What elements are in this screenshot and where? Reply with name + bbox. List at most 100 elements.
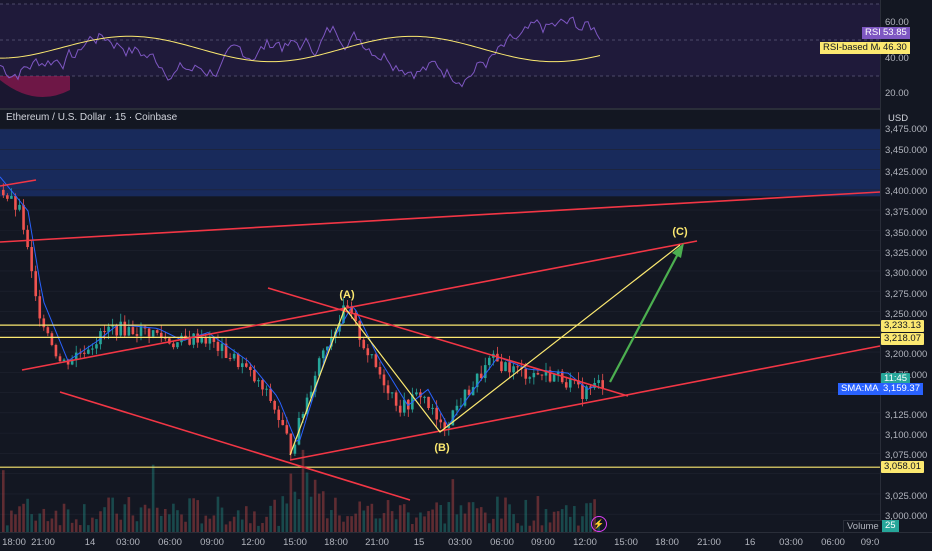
candle-body (265, 388, 268, 390)
volume-bar (321, 491, 325, 532)
bar-countdown: 11:45 (881, 373, 911, 385)
volume-bar (188, 498, 191, 532)
volume-bar (62, 503, 66, 532)
price-tick: 3,450.000 (885, 145, 928, 156)
volume-bar (261, 523, 264, 532)
candle-body (103, 331, 106, 333)
volume-bar (30, 514, 33, 532)
volume-bar (463, 513, 467, 532)
volume-bar (504, 497, 507, 532)
volume-bar (358, 501, 361, 532)
currency-label[interactable]: USD (888, 113, 909, 124)
candle-body (552, 374, 556, 382)
candle-body (548, 370, 552, 382)
candle-body (135, 334, 139, 336)
volume-bar (220, 507, 224, 532)
candle-body (508, 362, 511, 373)
candle-body (240, 363, 244, 368)
volume-bar (536, 496, 540, 532)
time-label: 06:00 (821, 537, 845, 548)
candle-body (107, 326, 110, 333)
candle-body (30, 247, 33, 272)
candle-body (536, 373, 540, 375)
candle-body (172, 343, 175, 348)
candle-body (532, 373, 536, 378)
candle-body (147, 328, 151, 337)
volume-bar (22, 503, 25, 532)
candle-body (317, 358, 321, 376)
candle-body (168, 338, 171, 344)
time-axis[interactable] (0, 532, 932, 551)
volume-bar (326, 518, 329, 532)
candle-body (398, 405, 402, 413)
volume-bar (455, 514, 459, 532)
price-scale[interactable] (880, 0, 932, 532)
price-level-tag[interactable]: 3,058.01 (881, 461, 924, 473)
time-label: 12:00 (573, 537, 597, 548)
candle-body (95, 344, 98, 349)
trendline (0, 191, 881, 243)
volume-bar (447, 502, 451, 532)
volume-bar (232, 516, 236, 532)
volume-bar (528, 525, 532, 532)
rsi-tick: 20.00 (885, 88, 909, 99)
volume-bar (103, 507, 106, 532)
price-tick: 3,250.000 (885, 309, 928, 320)
supply-zone-rect (0, 129, 880, 197)
time-label: 21:00 (697, 537, 721, 548)
wave-label-a[interactable]: (A) (339, 289, 355, 301)
candle-body (564, 382, 568, 388)
trendline (0, 179, 37, 187)
candle-body (443, 422, 447, 429)
projection-arrowhead (672, 243, 684, 258)
drawings[interactable] (0, 179, 881, 501)
volume-bar (159, 515, 163, 532)
rsi-label: RSI (862, 27, 884, 39)
volume-bar (42, 508, 46, 532)
volume-bar (443, 523, 447, 532)
wave-label-c[interactable]: (C) (672, 226, 688, 238)
volume-bar (54, 510, 58, 532)
volume-bar (552, 511, 556, 532)
price-tick: 3,375.000 (885, 207, 928, 218)
volume-bar (407, 512, 410, 532)
volume-bar (58, 525, 62, 532)
volume-bar (74, 519, 78, 532)
volume-bar (382, 513, 386, 532)
time-label: 09:00 (531, 537, 555, 548)
candle-body (245, 363, 248, 367)
time-label: 03:00 (116, 537, 140, 548)
rsi-ma-line (0, 35, 601, 63)
volume-bar (305, 472, 309, 532)
candle-body (257, 380, 260, 382)
candle-body (212, 337, 216, 342)
symbol-title[interactable]: Ethereum / U.S. Dollar · 15 · Coinbase (6, 112, 178, 123)
volume-bar (411, 523, 414, 532)
candle-body (577, 380, 580, 385)
volume-bar (394, 519, 398, 532)
wave-label-b[interactable]: (B) (434, 442, 450, 454)
price-tick: 3,000.000 (885, 511, 928, 522)
price-tick: 3,400.000 (885, 186, 928, 197)
lightning-icon[interactable]: ⚡ (591, 516, 607, 532)
price-tick: 3,025.000 (885, 491, 928, 502)
candle-body (261, 380, 264, 390)
volume-bar (386, 500, 390, 532)
candle-body (402, 399, 406, 413)
time-label: 21:00 (365, 537, 389, 548)
candle-body (459, 405, 463, 407)
volume-bar (483, 512, 487, 532)
pane-separator[interactable] (0, 108, 932, 110)
candle-body (366, 348, 370, 356)
candle-body (362, 339, 366, 349)
price-level-tag[interactable]: 3,218.07 (881, 333, 924, 345)
time-label: 14 (84, 537, 96, 548)
candle-body (249, 366, 252, 370)
volume-bar (147, 508, 151, 532)
volume-bar (172, 503, 175, 532)
price-level-tag[interactable]: 3,233.13 (881, 320, 924, 332)
candle-body (378, 366, 382, 375)
candle-body (164, 337, 167, 339)
volume-bar (593, 499, 596, 532)
